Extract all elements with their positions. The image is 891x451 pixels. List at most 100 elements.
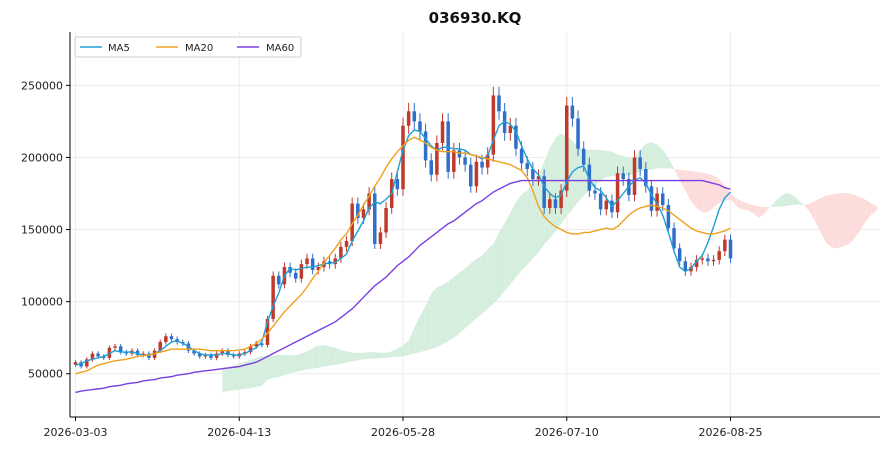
cloud-segment-bull	[549, 137, 556, 239]
y-tick-label: 150000	[21, 224, 63, 237]
cloud-segment-bear	[690, 171, 697, 208]
cloud-segment-bull	[770, 200, 776, 208]
cloud-segment-bear	[736, 198, 742, 210]
candle-up	[700, 258, 705, 260]
ichimoku-cloud	[222, 133, 878, 393]
candle-up	[717, 251, 721, 260]
cloud-segment-bull	[510, 202, 516, 285]
cloud-segment-bull	[374, 352, 381, 359]
cloud-segment-bear	[860, 197, 867, 231]
candle-down	[277, 275, 281, 285]
y-tick-label: 200000	[21, 151, 63, 164]
candle-down	[497, 95, 501, 112]
candle-down	[395, 179, 400, 190]
cloud-segment-bear	[730, 193, 737, 206]
cloud-segment-bull	[352, 352, 358, 362]
candle-down	[423, 131, 428, 161]
candle-up	[152, 350, 157, 358]
candle-down	[570, 105, 575, 119]
cloud-segment-bull	[594, 149, 601, 185]
candle-down	[598, 193, 603, 210]
candle-up	[73, 362, 78, 365]
x-tick-label: 2026-07-10	[535, 426, 599, 439]
candle-up	[723, 239, 727, 252]
candle-down	[649, 186, 654, 211]
candle-up	[350, 203, 354, 242]
cloud-segment-bull	[250, 357, 257, 389]
candle-down	[118, 346, 123, 353]
cloud-segment-bull	[493, 232, 499, 304]
candle-down	[169, 336, 174, 340]
candle-up	[435, 143, 439, 175]
axes: 50000 100000 150000 200000 250000 2026-03-03 2…	[21, 32, 880, 439]
candle-up	[265, 318, 270, 345]
candle-up	[694, 259, 699, 268]
cloud-segment-bull	[357, 352, 364, 361]
candle-down	[457, 150, 462, 158]
cloud-segment-bull	[403, 340, 409, 357]
candle-up	[271, 275, 275, 319]
cloud-segment-bear	[803, 203, 810, 212]
candle-up	[141, 353, 146, 355]
candle-down	[260, 343, 264, 345]
candle-down	[293, 272, 298, 279]
cloud-segment-bull	[521, 190, 528, 271]
candle-down	[728, 239, 733, 259]
cloud-segment-bull	[515, 194, 522, 278]
candle-down	[593, 190, 597, 194]
candle-down	[542, 176, 546, 208]
cloud-segment-bull	[572, 140, 579, 210]
candle-up	[491, 95, 496, 155]
cloud-segment-bull	[312, 345, 319, 369]
cloud-segment-bear	[809, 200, 816, 222]
cloud-segment-bull	[273, 354, 279, 379]
candle-down	[209, 354, 213, 358]
y-tick-label: 100000	[21, 296, 63, 309]
cloud-segment-bear	[674, 168, 680, 180]
cloud-segment-bull	[453, 272, 460, 338]
cloud-segment-bull	[504, 212, 511, 291]
candle-up	[440, 121, 445, 144]
cloud-segment-bull	[459, 268, 466, 334]
cloud-segment-bear	[854, 194, 861, 239]
cloud-segment-bull	[498, 223, 505, 299]
candle-down	[576, 118, 580, 149]
moving-averages	[75, 120, 731, 394]
candle-down	[638, 157, 642, 169]
candle-up	[548, 199, 552, 208]
x-tick-label: 2026-05-28	[371, 426, 435, 439]
candle-down	[226, 350, 230, 355]
cloud-segment-bear	[837, 192, 844, 249]
candle-down	[231, 354, 236, 357]
cloud-segment-bull	[668, 158, 675, 169]
cloud-segment-bear	[871, 203, 878, 215]
cloud-segment-bull	[527, 183, 533, 265]
candle-up	[401, 125, 405, 190]
candle-down	[96, 353, 100, 357]
candle-up	[536, 176, 541, 180]
candle-up	[113, 346, 117, 348]
cloud-segment-bull	[239, 361, 245, 390]
cloud-segment-bull	[414, 316, 420, 354]
cloud-segment-bull	[307, 348, 313, 370]
x-tick-label: 2026-04-13	[207, 426, 271, 439]
legend-label-ma5: MA5	[108, 43, 130, 54]
cloud-segment-bear	[843, 192, 850, 247]
candle-up	[214, 353, 219, 358]
candle-up	[367, 193, 371, 210]
candle-up	[632, 157, 637, 195]
cloud-segment-bear	[849, 193, 855, 244]
candle-down	[677, 248, 682, 262]
cloud-segment-bull	[651, 142, 658, 170]
cloud-segment-bull	[284, 354, 291, 376]
candle-down	[429, 160, 433, 175]
cloud-segment-bull	[623, 156, 629, 176]
cloud-segment-bull	[662, 149, 669, 169]
line-ma5	[75, 120, 731, 366]
cloud-segment-bull	[295, 353, 302, 372]
cloud-segment-bull	[369, 352, 375, 359]
x-tick-label: 2026-03-03	[44, 426, 108, 439]
legend-label-ma60: MA60	[266, 43, 294, 54]
candle-down	[310, 258, 315, 270]
cloud-segment-bull	[380, 352, 387, 359]
